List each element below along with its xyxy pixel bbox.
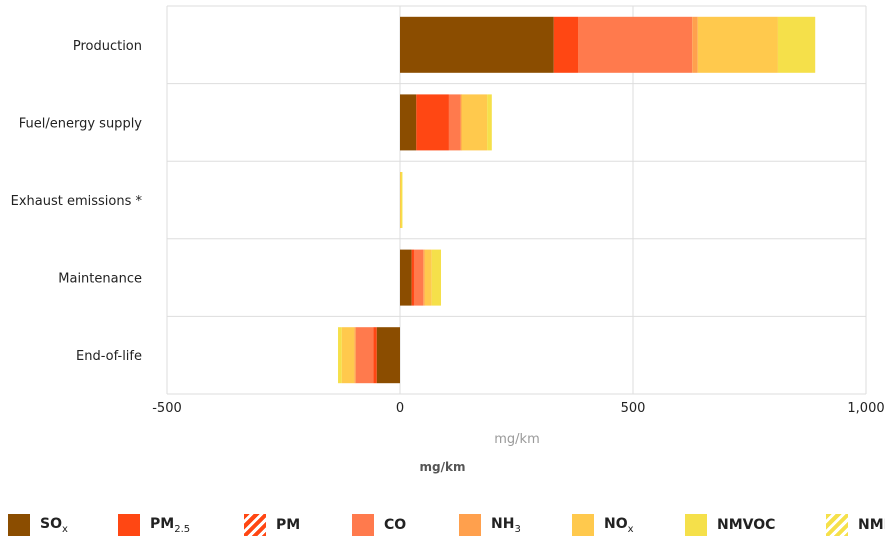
legend-item[interactable]: PM2.5 (118, 514, 190, 536)
bar-segment[interactable] (400, 249, 412, 306)
x-tick-label: -500 (152, 401, 182, 416)
legend-swatch (352, 514, 374, 536)
x-axis-title: mg/km (494, 432, 540, 447)
bar-segment[interactable] (341, 327, 355, 384)
legend-item[interactable]: NOx (572, 514, 634, 536)
legend-swatch (826, 514, 848, 536)
bar-segment[interactable] (553, 16, 579, 73)
category-label: Maintenance (58, 272, 142, 287)
bar-segment[interactable] (355, 327, 374, 384)
legend-swatch (118, 514, 140, 536)
legend-item[interactable]: NMH (826, 514, 885, 536)
bar-segment[interactable] (400, 172, 402, 228)
bar-segment[interactable] (431, 249, 442, 306)
bar-segment[interactable] (423, 249, 425, 306)
bar-segment[interactable] (400, 94, 417, 151)
bar-segment[interactable] (373, 327, 377, 384)
bar-segment[interactable] (461, 94, 488, 151)
bar-segment[interactable] (400, 172, 403, 228)
legend-title: mg/km (419, 460, 466, 474)
bar-segment[interactable] (777, 16, 816, 73)
legend-item[interactable]: PM (244, 514, 300, 536)
bar-segment[interactable] (411, 249, 414, 306)
legend-swatch (459, 514, 481, 536)
bar-segment[interactable] (487, 94, 492, 151)
bar-segment[interactable] (578, 16, 693, 73)
x-tick-label: 0 (396, 401, 404, 416)
stacked-bar-chart: Production Fuel/energy supply Exhaust emis… (11, 5, 885, 447)
x-axis-tick-labels: -500 0 500 1,000 (152, 401, 884, 416)
bar-segment[interactable] (400, 16, 554, 73)
category-label: End-of-life (76, 349, 142, 364)
bar-segment[interactable] (413, 249, 424, 306)
legend-swatch (8, 514, 30, 536)
bars (338, 16, 816, 384)
bar-segment[interactable] (376, 327, 400, 384)
legend-label: NOx (604, 515, 634, 535)
legend-swatch (572, 514, 594, 536)
bar-segment[interactable] (697, 16, 778, 73)
bar-segment[interactable] (416, 94, 449, 151)
category-labels: Production Fuel/energy supply Exhaust emis… (11, 39, 143, 364)
category-label: Production (73, 39, 142, 54)
legend-item[interactable]: NMVOC (685, 514, 775, 536)
category-label: Exhaust emissions * (11, 194, 143, 209)
legend-item[interactable]: CO (352, 514, 406, 536)
legend-label: PM2.5 (150, 515, 191, 535)
legend-item[interactable]: SOx (8, 514, 68, 536)
legend-label: PM (276, 517, 301, 533)
legend-label: NMVOC (717, 517, 776, 533)
bar-segment[interactable] (338, 327, 342, 384)
bar-segment[interactable] (448, 94, 461, 151)
bar-segment[interactable] (692, 16, 698, 73)
legend-label: CO (384, 517, 407, 533)
bar-segment[interactable] (354, 327, 356, 384)
legend-swatch (244, 514, 266, 536)
category-label: Fuel/energy supply (19, 116, 143, 131)
legend-label: SOx (40, 515, 68, 535)
bar-segment[interactable] (460, 94, 463, 151)
legend-item[interactable]: NH3 (459, 514, 521, 536)
x-tick-label: 1,000 (847, 401, 884, 416)
legend-label: NH3 (491, 515, 521, 535)
legend-swatch (685, 514, 707, 536)
bar-segment[interactable] (424, 249, 432, 306)
x-tick-label: 500 (621, 401, 646, 416)
legend-label: NMH (858, 517, 885, 533)
